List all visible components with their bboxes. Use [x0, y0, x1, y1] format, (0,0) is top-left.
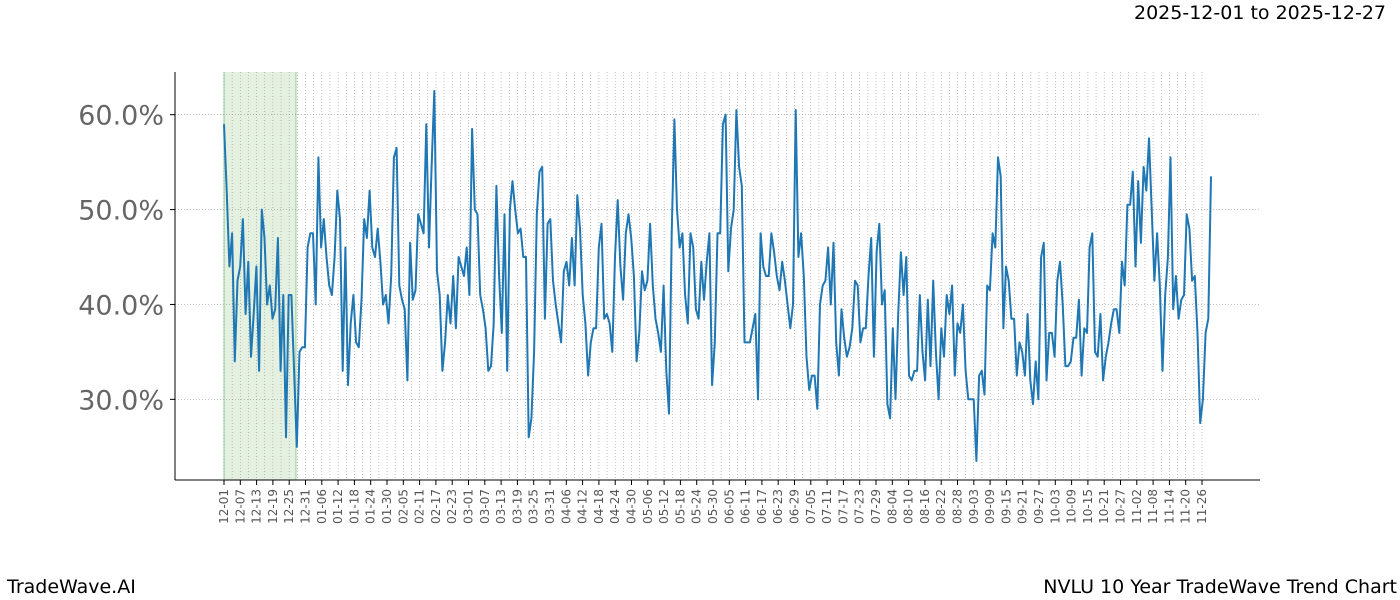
x-tick-label: 07-17	[836, 489, 850, 524]
series-line	[223, 90, 1212, 462]
x-tick-label: 04-06	[559, 489, 573, 524]
x-tick-label: 10-09	[1065, 489, 1079, 524]
x-tick-label: 01-12	[331, 489, 345, 524]
x-tick-label: 03-01	[462, 489, 476, 524]
y-tick-label: 50.0%	[78, 196, 164, 227]
x-tick-label: 06-29	[788, 489, 802, 524]
axes-layer	[174, 72, 1260, 481]
x-tick-label: 11-20	[1179, 489, 1193, 524]
x-tick-label: 09-15	[999, 489, 1013, 524]
y-tick-label: 60.0%	[78, 101, 164, 132]
y-tick-label: 30.0%	[78, 385, 164, 416]
x-tick-label: 12-01	[217, 489, 231, 524]
x-tick-label: 08-10	[902, 489, 916, 524]
x-tick-label: 11-14	[1162, 489, 1176, 524]
x-tick-label: 01-18	[347, 489, 361, 524]
x-tick-label: 09-27	[1032, 489, 1046, 524]
x-tick-label: 09-21	[1016, 489, 1030, 524]
y-tick-labels: 30.0% 40.0% 50.0% 60.0%	[78, 101, 164, 417]
x-tick-label: 01-24	[364, 489, 378, 524]
x-tick-label: 07-11	[820, 489, 834, 524]
x-tick-label: 08-16	[918, 489, 932, 524]
x-tick-label: 06-17	[755, 489, 769, 524]
brand-label: TradeWave.AI	[7, 576, 136, 598]
x-tick-label: 03-13	[494, 489, 508, 524]
x-tick-label: 04-30	[625, 489, 639, 524]
x-tick-label: 08-04	[885, 489, 899, 524]
x-tick-label: 06-23	[771, 489, 785, 524]
x-tick-label: 08-22	[934, 489, 948, 524]
x-tick-label: 11-08	[1146, 489, 1160, 524]
y-tick-label: 40.0%	[78, 290, 164, 321]
x-tick-label: 04-24	[608, 489, 622, 524]
x-tick-label: 02-05	[396, 489, 410, 524]
x-tick-label: 05-06	[641, 489, 655, 524]
x-tick-label: 08-28	[951, 489, 965, 524]
x-tick-label: 09-03	[967, 489, 981, 524]
x-tick-label: 04-18	[592, 489, 606, 524]
x-tick-label: 07-29	[869, 489, 883, 524]
x-tick-label: 03-19	[510, 489, 524, 524]
x-tick-label: 03-25	[527, 489, 541, 524]
x-tick-label: 10-15	[1081, 489, 1095, 524]
x-tick-label: 05-24	[690, 489, 704, 524]
x-tick-label: 12-31	[299, 489, 313, 524]
x-tick-label: 12-25	[282, 489, 296, 524]
x-tick-label: 11-02	[1130, 489, 1144, 524]
x-grid-layer	[223, 72, 1203, 480]
x-tick-label: 01-06	[315, 489, 329, 524]
chart-title: NVLU 10 Year TradeWave Trend Chart	[1043, 576, 1397, 598]
x-tick-label: 09-09	[983, 489, 997, 524]
x-tick-label: 03-07	[478, 489, 492, 524]
x-tick-label: 07-23	[853, 489, 867, 524]
x-tick-labels: 12-01 12-07 12-13 12-19 12-25 12-31 01-06 01-12…	[217, 480, 1209, 524]
x-tick-label: 02-11	[413, 489, 427, 524]
x-tick-label: 12-07	[233, 489, 247, 524]
y-grid-layer	[170, 114, 1260, 400]
x-tick-label: 11-26	[1195, 489, 1209, 524]
x-tick-label: 02-17	[429, 489, 443, 524]
x-tick-label: 05-12	[657, 489, 671, 524]
date-range-label: 2025-12-01 to 2025-12-27	[1134, 2, 1386, 24]
x-tick-label: 05-30	[706, 489, 720, 524]
series-layer	[223, 90, 1212, 462]
x-tick-label: 10-21	[1097, 489, 1111, 524]
x-tick-label: 10-27	[1114, 489, 1128, 524]
x-tick-label: 04-12	[576, 489, 590, 524]
x-tick-label: 01-30	[380, 489, 394, 524]
x-tick-label: 05-18	[673, 489, 687, 524]
x-tick-label: 03-31	[543, 489, 557, 524]
x-tick-label: 06-11	[739, 489, 753, 524]
x-tick-label: 12-13	[250, 489, 264, 524]
x-tick-label: 02-23	[445, 489, 459, 524]
x-tick-label: 12-19	[266, 489, 280, 524]
x-tick-label: 10-03	[1048, 489, 1062, 524]
x-tick-label: 07-05	[804, 489, 818, 524]
x-tick-label: 06-05	[722, 489, 736, 524]
